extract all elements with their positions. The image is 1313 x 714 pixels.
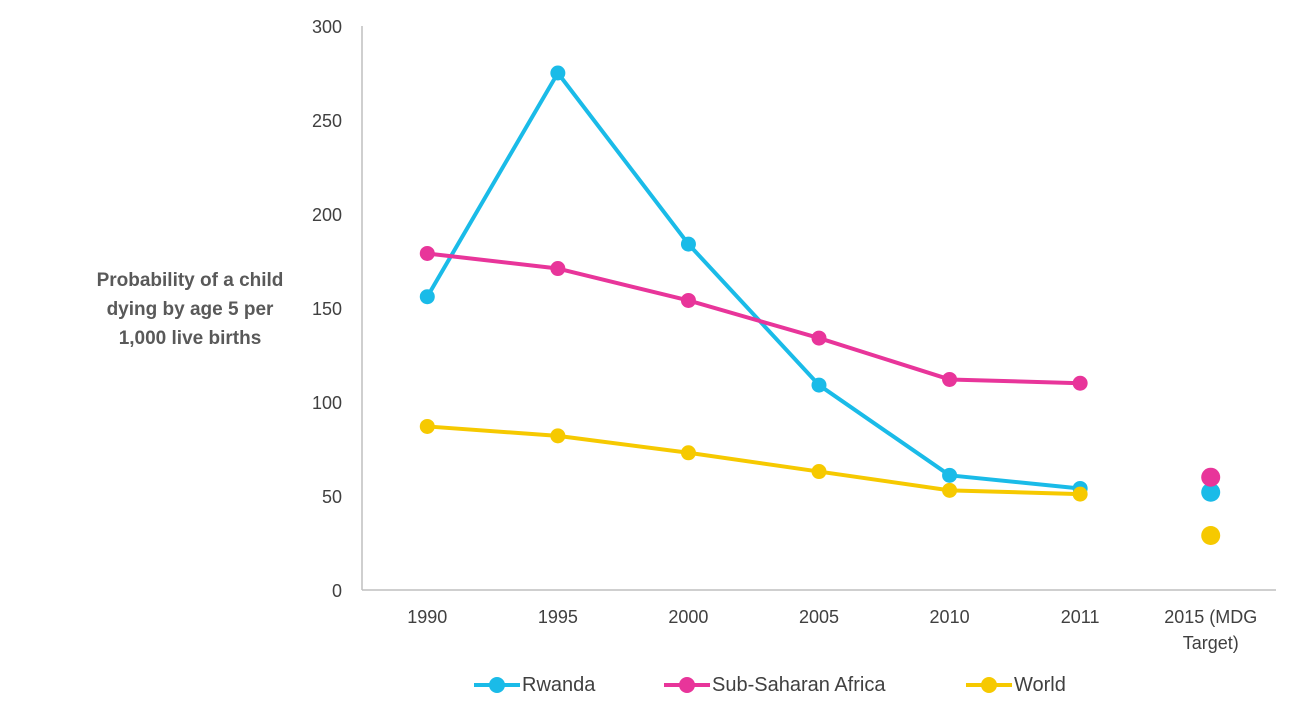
legend-label-rwanda: Rwanda [522,673,596,696]
legend-marker-rwanda [474,668,520,702]
legend-dot-world [981,677,997,693]
series-line-world [427,424,1081,497]
data-point-rwanda [680,236,696,252]
x-tick-label: 2015 (MDG Target) [1164,607,1257,653]
y-tick-label: 300 [312,17,342,37]
x-tick-label: 1995 [538,607,578,627]
y-tick-label: 150 [312,299,342,319]
data-point-sub-saharan-africa [942,371,958,387]
target-point-sub-saharan-africa [1201,467,1221,487]
data-point-rwanda [942,467,958,483]
data-point-sub-saharan-africa [811,330,827,346]
chart-axes [361,26,1276,591]
data-point-sub-saharan-africa [680,292,696,308]
data-point-sub-saharan-africa [419,245,435,261]
x-tick-label: 2011 [1061,607,1100,627]
data-point-world [680,445,696,461]
data-point-world [419,418,435,434]
x-tick-label: 2005 [799,607,839,627]
chart-tick-labels: 0 50 100 150 200 250 300 1990 1995 2000 2005 2010 20… [312,17,1257,653]
legend-marker-world [966,668,1012,702]
x-tick-label: 2010 [930,607,970,627]
data-point-world [942,482,958,498]
y-axis-label: Probability of a child dying by age 5 pe… [96,270,284,349]
data-point-rwanda [419,289,435,305]
series-line-rwanda [425,71,1081,491]
legend-item-rwanda: Rwanda [474,668,595,702]
chart-series-lines [425,71,1081,497]
data-point-world [1072,486,1088,502]
data-point-rwanda [811,377,827,393]
y-tick-label: 100 [312,393,342,413]
data-point-world [811,464,827,480]
y-tick-label: 250 [312,111,342,131]
legend-item-sub-saharan-africa: Sub-Saharan Africa [664,668,885,702]
target-point-rwanda [1201,482,1221,502]
y-tick-label: 0 [332,581,342,601]
data-point-sub-saharan-africa [1072,375,1088,391]
y-tick-label: 200 [312,205,342,225]
x-tick-label: 2000 [668,607,708,627]
data-point-world [550,428,566,444]
x-tick-label: 1990 [407,607,447,627]
legend-marker-sub-saharan-africa [664,668,710,702]
data-point-sub-saharan-africa [550,261,566,277]
data-point-rwanda [550,65,566,81]
legend-item-world: World [966,668,1066,702]
legend-label-sub-saharan-africa: Sub-Saharan Africa [712,673,886,696]
series-line-sub-saharan-africa [427,251,1081,386]
legend-label-world: World [1014,673,1066,696]
y-tick-label: 50 [322,487,342,507]
legend-dot-sub-saharan-africa [679,677,695,693]
legend-dot-rwanda [489,677,505,693]
chart-legend: Rwanda Sub-Saharan Africa World [0,668,1313,702]
chart-data-points [419,65,1221,545]
target-point-world [1201,525,1221,545]
